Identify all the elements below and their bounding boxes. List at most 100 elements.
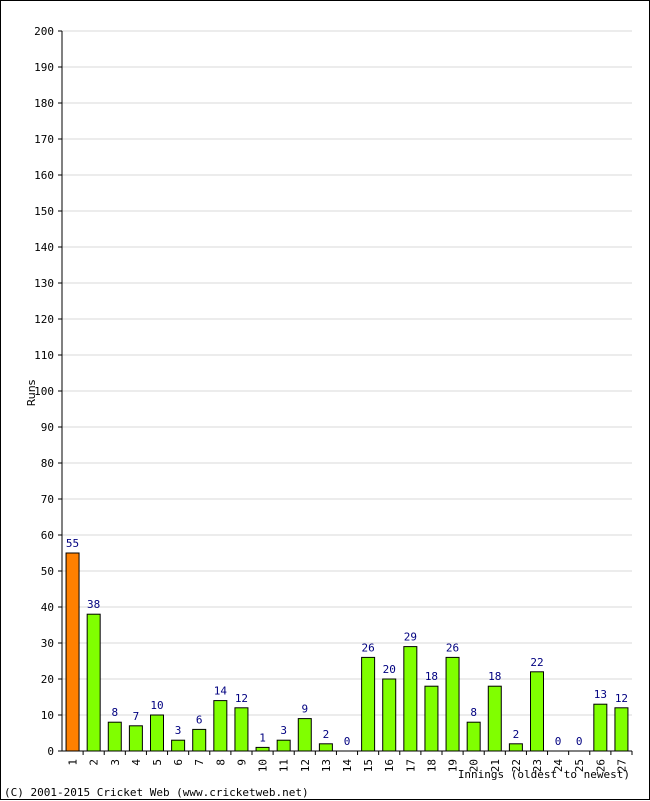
x-axis-ticks: 1 2 3 4 5 6 7 8 9 10 11 12 13 14 15 16 17 18 19 20 21 22 23 24 2… — [67, 751, 633, 773]
y-axis-ticks: 0 10 20 30 40 50 60 70 80 90 100 110 120 130 140 150 160… — [34, 25, 62, 758]
value-label: 13 — [594, 688, 607, 701]
bar — [171, 739, 186, 752]
x-tick-label: 16 — [383, 759, 396, 772]
bar — [150, 714, 164, 752]
bar — [424, 685, 439, 752]
y-tick-label: 80 — [41, 457, 54, 470]
value-label: 3 — [175, 724, 182, 737]
x-tick-label: 10 — [257, 759, 270, 772]
value-label: 8 — [111, 706, 118, 719]
y-tick-label: 170 — [34, 133, 54, 146]
y-tick-label: 180 — [34, 97, 54, 110]
bar — [297, 718, 312, 752]
bar — [86, 613, 101, 752]
y-tick-label: 100 — [34, 385, 54, 398]
y-tick-label: 30 — [41, 637, 54, 650]
x-tick-label: 13 — [320, 759, 333, 772]
bar — [530, 671, 544, 752]
x-tick-label: 24 — [552, 759, 565, 773]
value-label: 18 — [488, 670, 501, 683]
y-axis-label: Runs — [25, 379, 38, 406]
x-tick-label: 1 — [67, 759, 80, 766]
bar — [445, 656, 460, 752]
bar — [255, 746, 270, 752]
x-tick-label: 17 — [404, 759, 417, 772]
bar — [361, 656, 376, 752]
value-label: 2 — [513, 728, 520, 741]
value-label: 2 — [323, 728, 330, 741]
x-tick-label: 6 — [172, 759, 185, 766]
x-tick-label: 27 — [615, 759, 628, 772]
x-tick-label: 12 — [299, 759, 312, 772]
bar — [318, 743, 333, 752]
value-label: 0 — [555, 735, 562, 748]
value-label: 0 — [344, 735, 351, 748]
x-tick-label: 26 — [594, 759, 607, 772]
value-label: 14 — [214, 685, 228, 698]
y-tick-label: 20 — [41, 673, 54, 686]
y-tick-label: 40 — [41, 601, 54, 614]
y-tick-label: 160 — [34, 169, 54, 182]
y-tick-label: 90 — [41, 421, 54, 434]
x-tick-label: 2 — [88, 759, 101, 766]
value-label: 0 — [576, 735, 583, 748]
y-tick-label: 190 — [34, 61, 54, 74]
y-tick-label: 120 — [34, 313, 54, 326]
value-label: 26 — [446, 641, 459, 654]
x-tick-label: 11 — [278, 759, 291, 772]
value-label: 6 — [196, 713, 203, 726]
y-tick-label: 130 — [34, 277, 54, 290]
value-label: 8 — [470, 706, 477, 719]
bar — [382, 678, 397, 752]
value-label: 12 — [615, 692, 628, 705]
value-label: 20 — [383, 663, 396, 676]
x-tick-label: 15 — [362, 759, 375, 772]
bars — [65, 552, 629, 752]
x-tick-label: 19 — [447, 759, 460, 772]
x-tick-label: 8 — [214, 759, 227, 766]
value-label: 12 — [235, 692, 248, 705]
bar — [192, 728, 207, 752]
bar — [403, 646, 418, 752]
value-label: 29 — [404, 631, 417, 644]
axes — [61, 31, 632, 752]
x-tick-label: 18 — [425, 759, 438, 772]
value-label: 26 — [361, 641, 374, 654]
bar — [466, 721, 481, 752]
x-tick-label: 20 — [468, 759, 481, 772]
value-label: 22 — [530, 656, 543, 669]
value-label: 9 — [301, 703, 308, 716]
x-tick-label: 9 — [235, 759, 248, 766]
value-label: 7 — [133, 710, 140, 723]
value-label: 55 — [66, 537, 79, 550]
y-tick-label: 140 — [34, 241, 54, 254]
y-tick-label: 50 — [41, 565, 54, 578]
bar — [128, 725, 143, 752]
x-tick-label: 22 — [510, 759, 523, 772]
bar — [107, 721, 122, 752]
y-tick-label: 0 — [47, 745, 54, 758]
bar — [614, 707, 629, 752]
value-label: 18 — [425, 670, 438, 683]
bar — [213, 700, 228, 752]
x-tick-label: 7 — [193, 759, 206, 766]
x-tick-label: 25 — [573, 759, 586, 772]
y-tick-label: 10 — [41, 709, 54, 722]
gridlines — [62, 30, 632, 716]
y-tick-label: 110 — [34, 349, 54, 362]
value-label: 38 — [87, 598, 100, 611]
y-tick-label: 200 — [34, 25, 54, 38]
bar — [508, 743, 523, 752]
bar — [593, 703, 608, 752]
y-tick-label: 150 — [34, 205, 54, 218]
bar — [276, 739, 291, 752]
x-tick-label: 3 — [109, 759, 122, 766]
y-tick-label: 60 — [41, 529, 54, 542]
y-tick-label: 70 — [41, 493, 54, 506]
x-tick-label: 21 — [489, 759, 502, 772]
value-label: 1 — [259, 731, 266, 744]
bar — [487, 685, 502, 752]
